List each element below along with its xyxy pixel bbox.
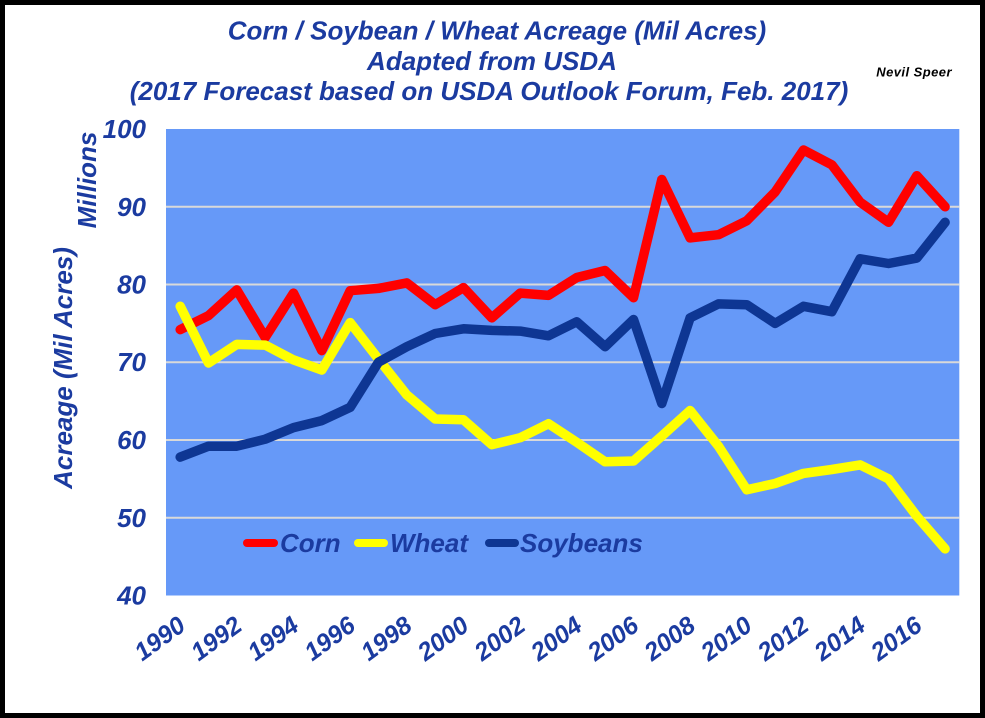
svg-text:50: 50 bbox=[117, 503, 146, 533]
svg-text:40: 40 bbox=[116, 581, 146, 611]
svg-text:Adapted from USDA: Adapted from USDA bbox=[366, 46, 617, 76]
svg-text:70: 70 bbox=[117, 347, 146, 377]
svg-text:Corn / Soybean / Wheat Acreage: Corn / Soybean / Wheat Acreage (Mil Acre… bbox=[228, 16, 766, 46]
svg-text:(2017 Forecast based on USDA O: (2017 Forecast based on USDA Outlook For… bbox=[130, 76, 849, 106]
svg-text:Acreage (Mil Acres): Acreage (Mil Acres) bbox=[48, 247, 78, 490]
svg-text:Corn: Corn bbox=[280, 528, 341, 558]
svg-text:80: 80 bbox=[117, 270, 146, 300]
svg-text:Nevil Speer: Nevil Speer bbox=[876, 65, 952, 80]
svg-text:90: 90 bbox=[117, 192, 146, 222]
svg-text:60: 60 bbox=[117, 425, 146, 455]
svg-text:Millions: Millions bbox=[72, 132, 102, 229]
svg-text:100: 100 bbox=[103, 114, 147, 144]
svg-text:Wheat: Wheat bbox=[390, 528, 469, 558]
svg-text:Soybeans: Soybeans bbox=[520, 528, 643, 558]
